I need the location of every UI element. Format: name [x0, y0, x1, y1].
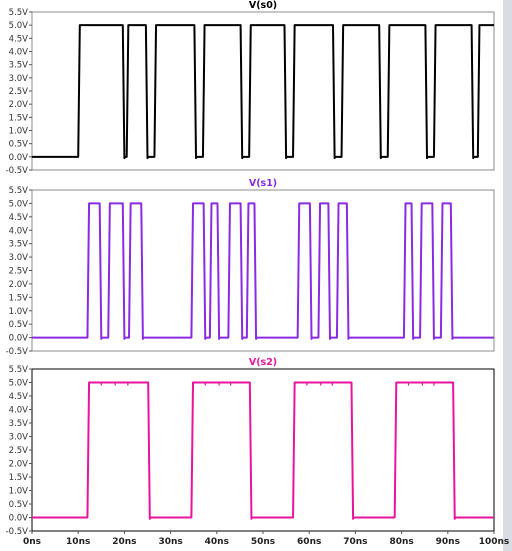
y-tick-label: 2.0V [9, 100, 29, 110]
y-tick-label: 0.0V [9, 334, 29, 344]
y-tick-label: 5.5V [9, 365, 29, 375]
x-tick-label: 60ns [297, 537, 321, 547]
trace-title: V(s1) [249, 178, 277, 189]
y-tick-label: 3.5V [9, 61, 29, 71]
y-tick-label: 0.0V [9, 153, 29, 163]
x-tick-label: 10ns [66, 537, 90, 547]
trace-title: V(s0) [249, 0, 277, 11]
x-tick-label: 40ns [205, 537, 229, 547]
y-tick-label: 2.5V [9, 87, 29, 97]
y-tick-label: 0.0V [9, 514, 29, 524]
y-tick-label: 3.0V [9, 253, 29, 263]
y-tick-label: 2.0V [9, 460, 29, 470]
y-tick-label: 0.5V [9, 140, 29, 150]
y-tick-label: 4.5V [9, 213, 29, 223]
x-tick-label: 0ns [23, 537, 41, 547]
x-tick-label: 70ns [343, 537, 367, 547]
y-tick-label: 0.5V [9, 320, 29, 330]
y-tick-label: 3.5V [9, 419, 29, 429]
y-tick-label: -0.5V [6, 347, 29, 357]
x-tick-label: 90ns [436, 537, 460, 547]
trace-line [32, 202, 494, 340]
y-tick-label: 5.0V [9, 21, 29, 31]
plot-pane-0: V(s0) 5.5V 5.0V 4.5V 4.0V 3.5V 3.0V 2.5V 2.0V 1.5… [6, 0, 495, 176]
trace-title: V(s2) [249, 357, 277, 368]
x-tick-label: 80ns [389, 537, 413, 547]
y-tick-label: 5.0V [9, 379, 29, 389]
y-tick-label: 3.0V [9, 74, 29, 84]
plot-pane-1: V(s1) 5.5V 5.0V 4.5V 4.0V 3.5V 3.0V 2.5V 2.0V 1.5… [6, 178, 495, 357]
y-tick-label: 1.5V [9, 113, 29, 123]
x-tick-label: 100ns [479, 537, 510, 547]
y-tick-label: 1.0V [9, 307, 29, 317]
y-tick-label: 4.5V [9, 392, 29, 402]
y-tick-label: 1.0V [9, 127, 29, 137]
y-tick-label: 5.0V [9, 199, 29, 209]
x-tick-label: 30ns [158, 537, 182, 547]
y-tick-label: -0.5V [6, 527, 29, 537]
plot-frame [31, 368, 495, 532]
y-tick-label: 5.5V [9, 186, 29, 196]
y-tick-label: 4.0V [9, 406, 29, 416]
y-tick-label: 2.5V [9, 446, 29, 456]
y-tick-label: 0.5V [9, 500, 29, 510]
y-tick-label: 3.5V [9, 240, 29, 250]
y-tick-label: 2.0V [9, 280, 29, 290]
y-tick-label: 1.0V [9, 487, 29, 497]
y-tick-label: 1.5V [9, 293, 29, 303]
y-tick-label: 2.5V [9, 267, 29, 277]
y-tick-label: 4.0V [9, 48, 29, 58]
y-tick-label: -0.5V [6, 166, 29, 176]
x-tick-label: 20ns [112, 537, 136, 547]
y-tick-label: 1.5V [9, 473, 29, 483]
trace-line [32, 24, 494, 160]
y-tick-label: 4.5V [9, 34, 29, 44]
y-tick-label: 5.5V [9, 8, 29, 18]
x-tick-label: 50ns [251, 537, 275, 547]
plot-frame [31, 11, 495, 171]
trace-line [32, 381, 494, 520]
y-tick-label: 3.0V [9, 433, 29, 443]
plot-pane-2: V(s2) 5.5V 5.0V 4.5V 4.0V 3.5V 3.0V 2.5V 2.0V 1.5… [6, 357, 510, 547]
y-tick-label: 4.0V [9, 226, 29, 236]
window-edge [503, 0, 512, 551]
